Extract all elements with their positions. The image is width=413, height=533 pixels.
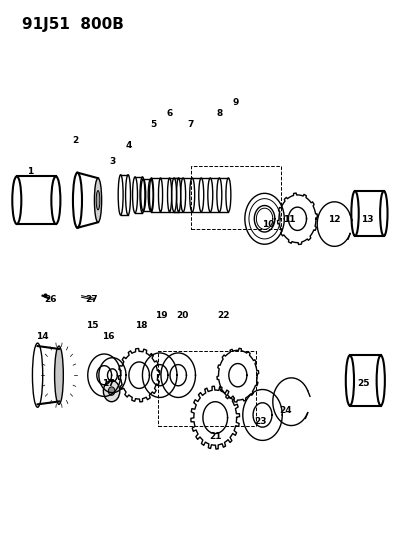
Text: 10: 10 [262,220,274,229]
Ellipse shape [55,346,63,405]
Text: 14: 14 [36,332,49,341]
Text: 4: 4 [126,141,132,150]
Text: 21: 21 [209,432,221,441]
Text: 11: 11 [282,215,295,224]
Text: 22: 22 [217,311,229,319]
Bar [157,351,256,425]
Circle shape [103,381,119,402]
Text: 6: 6 [166,109,173,118]
Bar [190,166,280,229]
Text: 24: 24 [278,406,291,415]
Text: 3: 3 [109,157,115,166]
Text: 26: 26 [44,295,57,304]
Text: 18: 18 [135,321,147,330]
Text: 15: 15 [85,321,98,330]
Text: 25: 25 [356,379,369,389]
Text: 27: 27 [85,295,98,304]
Text: 23: 23 [254,417,266,425]
Text: 5: 5 [150,119,156,128]
Text: 12: 12 [328,215,340,224]
Ellipse shape [94,178,102,222]
Text: 17: 17 [102,379,114,389]
Text: 2: 2 [72,135,78,144]
Text: 19: 19 [155,311,168,319]
Text: 20: 20 [176,311,188,319]
Text: 91J51  800B: 91J51 800B [22,17,123,33]
Text: 13: 13 [360,215,373,224]
Text: 8: 8 [216,109,222,118]
Circle shape [108,387,115,395]
Text: 9: 9 [232,99,238,108]
Text: 16: 16 [102,332,114,341]
Ellipse shape [96,191,100,210]
Text: 1: 1 [27,167,33,176]
Text: 7: 7 [187,119,193,128]
